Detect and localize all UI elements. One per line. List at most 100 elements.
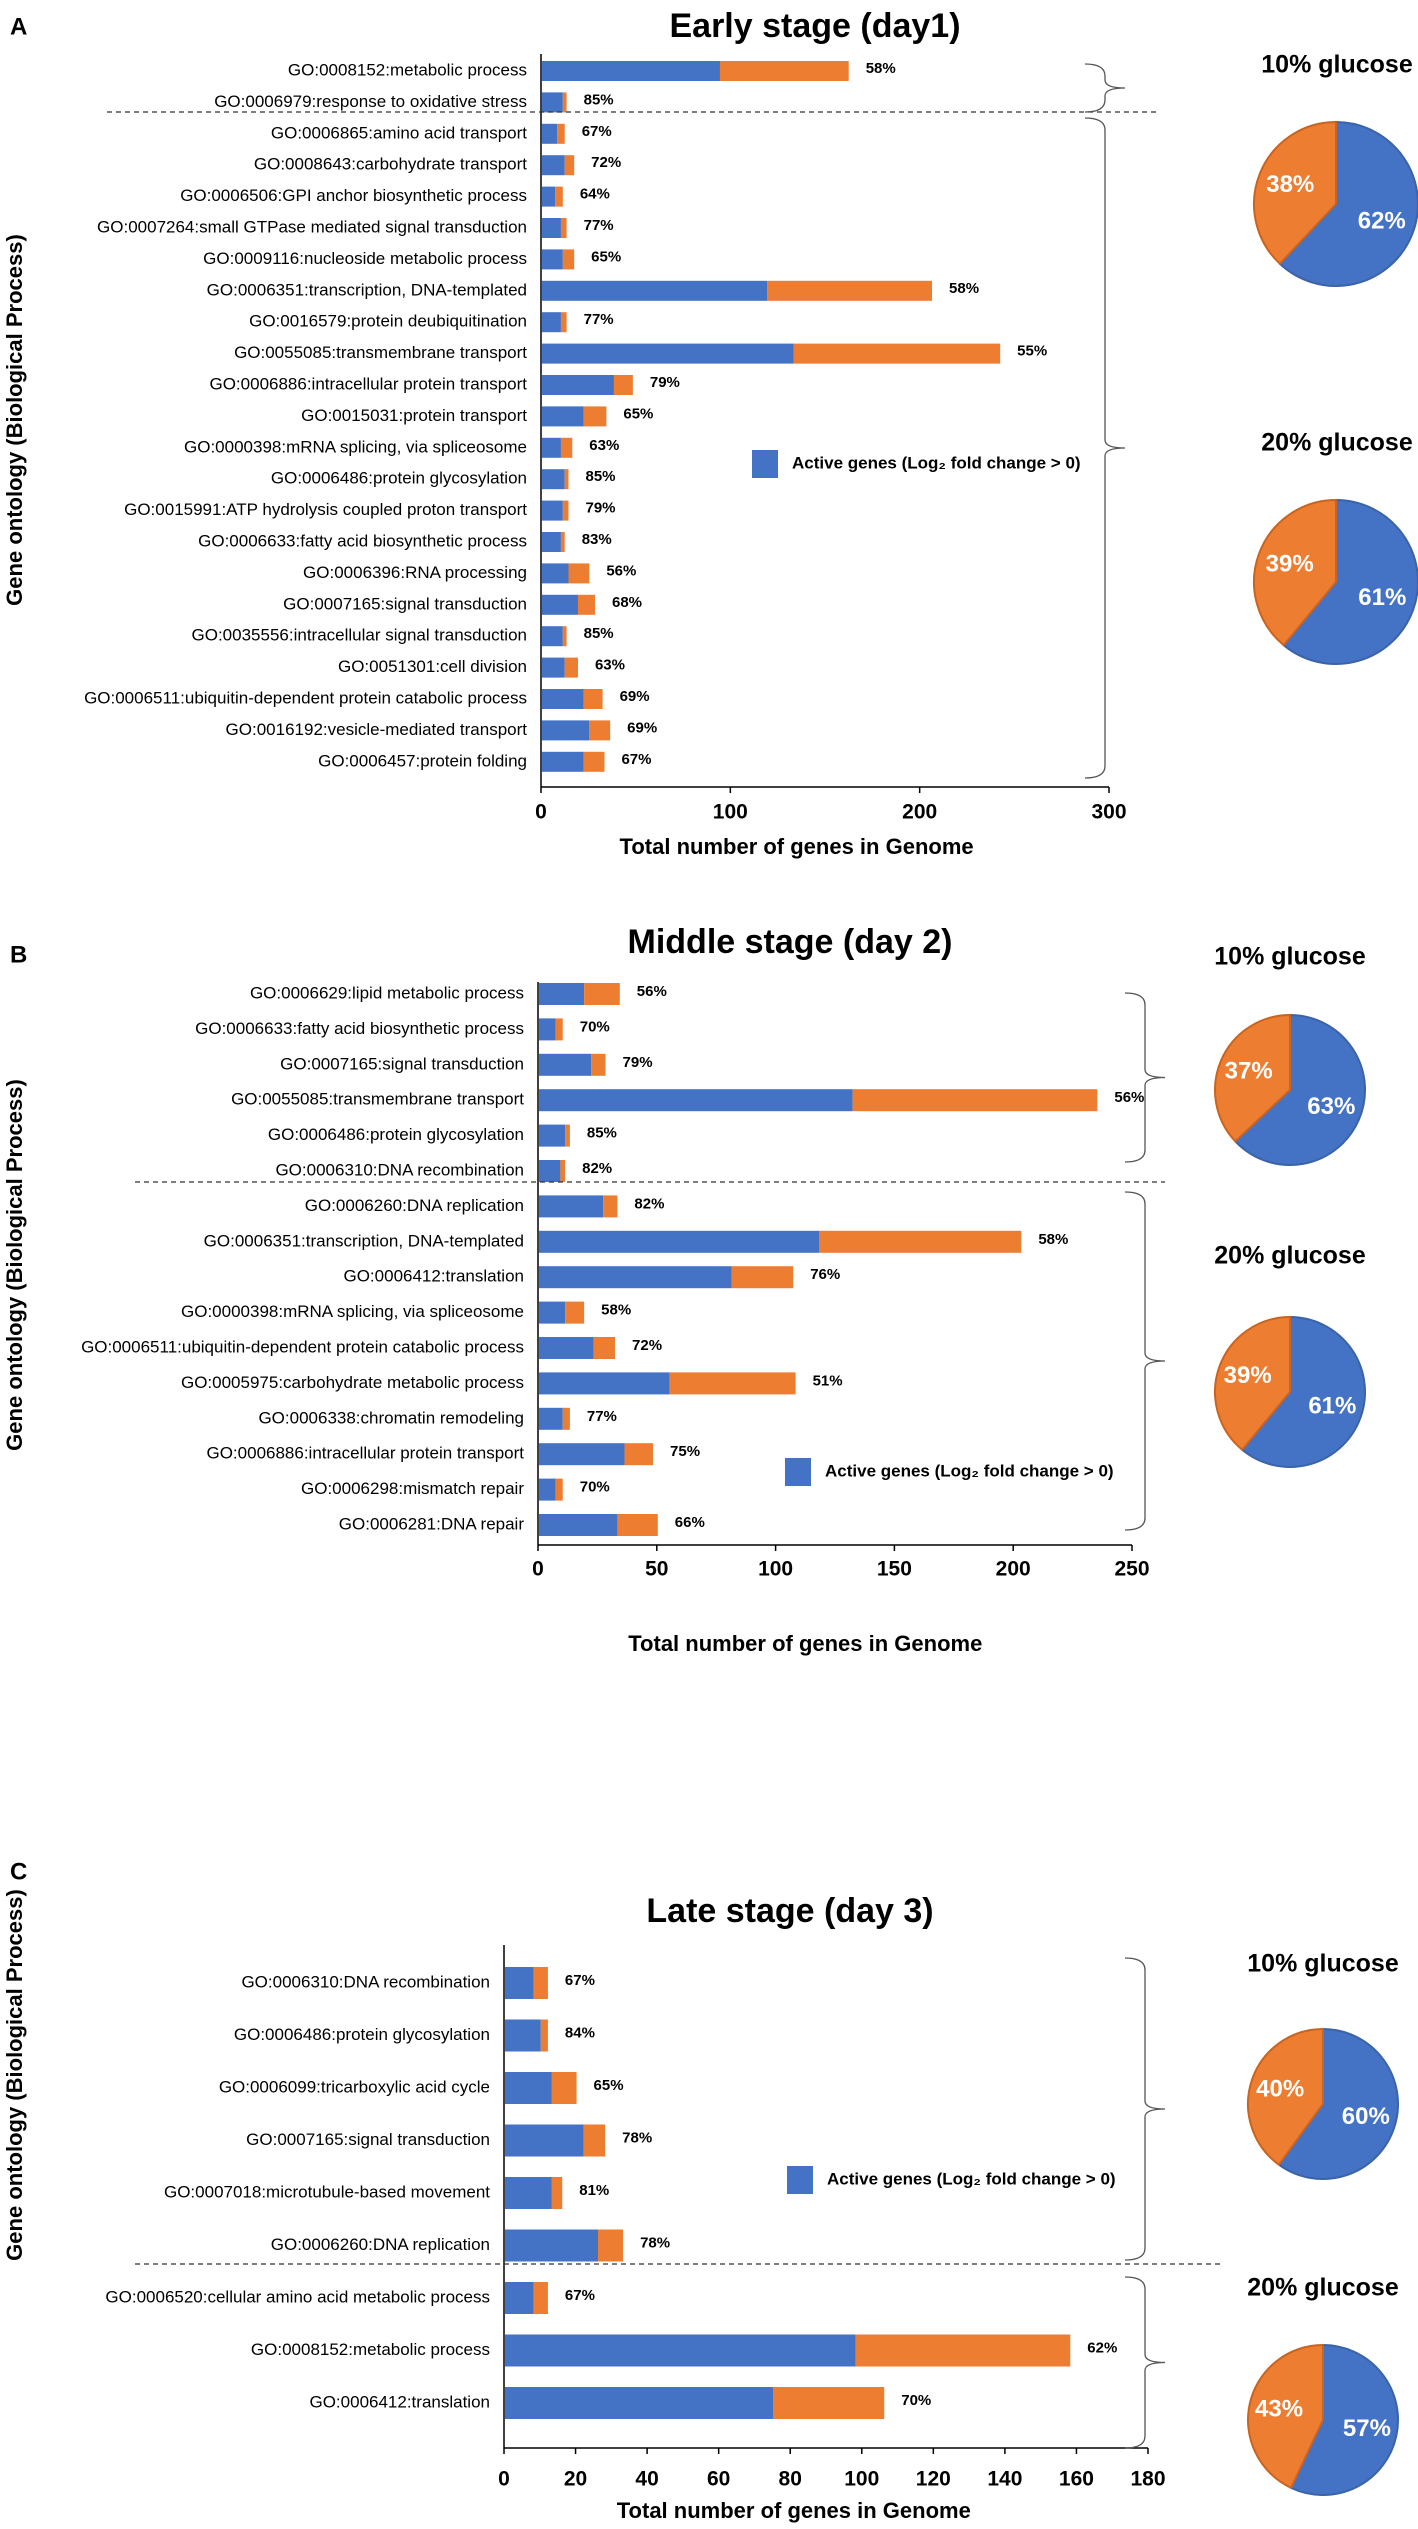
- bar-other-6: [562, 249, 575, 270]
- bar-other-6: [533, 2282, 548, 2314]
- x-tick-label: 100: [713, 801, 748, 824]
- bar-percent-label: 64%: [580, 186, 610, 203]
- legend-label: Active genes (Log₂ fold change > 0): [792, 453, 1081, 472]
- bar-active-19: [542, 657, 565, 678]
- bar-active-13: [542, 469, 565, 490]
- bar-other-11: [583, 406, 607, 427]
- pie-slice-active: [1278, 120, 1418, 287]
- chart-panel-b: B Middle stage (day 2) Gene ontology (Biol…: [2, 923, 1366, 1656]
- pie-title: 20% glucose: [1261, 429, 1413, 457]
- category-label: GO:0006457:protein folding: [318, 751, 527, 770]
- legend-label: Active genes (Log₂ fold change > 0): [825, 1461, 1114, 1480]
- chart-panel-c: C Late stage (day 3) Gene ontology (Biolog…: [2, 1858, 1399, 2523]
- legend-swatch-active: [752, 450, 778, 478]
- bar-percent-label: 83%: [582, 531, 612, 548]
- category-label: GO:0006310:DNA recombination: [275, 1160, 524, 1179]
- pie-label-active: 63%: [1307, 1093, 1355, 1120]
- bar-other-7: [819, 1230, 1022, 1253]
- bar-percent-label: 67%: [565, 1972, 595, 1989]
- bar-percent-label: 79%: [623, 1054, 653, 1071]
- bar-percent-label: 76%: [810, 1266, 840, 1283]
- bar-percent-label: 68%: [612, 594, 642, 611]
- bar-active-12: [539, 1407, 563, 1430]
- pie-slice-active: [1277, 2027, 1399, 2180]
- bar-other-7: [767, 280, 933, 301]
- bar-active-0: [542, 61, 720, 81]
- category-label: GO:0006310:DNA recombination: [241, 1972, 490, 1991]
- bar-percent-label: 58%: [949, 280, 979, 297]
- bar-other-8: [560, 312, 567, 333]
- chart-title: Middle stage (day 2): [628, 923, 953, 961]
- pie-label-active: 61%: [1358, 584, 1406, 611]
- bracket-1: [1124, 2276, 1166, 2449]
- bar-percent-label: 79%: [650, 374, 680, 391]
- x-axis-label: Total number of genes in Genome: [628, 1631, 982, 1656]
- bar-active-14: [539, 1478, 556, 1501]
- bar-percent-label: 70%: [580, 1479, 610, 1496]
- pie-label-other: 38%: [1266, 171, 1314, 198]
- bracket-1: [1124, 1191, 1166, 1531]
- bar-active-12: [542, 437, 561, 458]
- bar-percent-label: 85%: [587, 1125, 617, 1142]
- x-tick-label: 160: [1059, 2468, 1094, 2491]
- pie-slice-active: [1289, 2343, 1399, 2496]
- bar-other-19: [564, 657, 578, 678]
- bar-other-18: [562, 626, 567, 647]
- category-label: GO:0006351:transcription, DNA-templated: [207, 280, 527, 299]
- category-label: GO:0005975:carbohydrate metabolic proces…: [181, 1373, 524, 1392]
- bar-active-4: [505, 2177, 552, 2209]
- bar-percent-label: 72%: [632, 1337, 662, 1354]
- bar-active-9: [539, 1301, 566, 1324]
- bar-active-8: [542, 312, 561, 333]
- bar-other-21: [589, 720, 611, 741]
- y-axis-label: Gene ontology (Biological Process): [2, 234, 27, 606]
- panel-letter: C: [10, 1858, 27, 1885]
- bar-active-1: [539, 1018, 556, 1041]
- bar-other-4: [565, 1124, 570, 1147]
- bar-other-15: [560, 532, 565, 552]
- bar-percent-label: 67%: [582, 123, 612, 140]
- pie-title: 20% glucose: [1247, 2274, 1399, 2302]
- pie-label-other: 37%: [1225, 1057, 1273, 1084]
- category-label: GO:0006633:fatty acid biosynthetic proce…: [195, 1019, 524, 1038]
- bar-percent-label: 82%: [634, 1195, 664, 1212]
- bar-other-11: [669, 1372, 796, 1395]
- bar-percent-label: 56%: [1114, 1089, 1144, 1106]
- category-label: GO:0051301:cell division: [338, 657, 527, 676]
- bar-other-3: [852, 1089, 1098, 1112]
- category-label: GO:0006486:protein glycosylation: [234, 2025, 490, 2044]
- bar-active-4: [539, 1124, 566, 1147]
- x-tick-label: 80: [779, 2468, 802, 2491]
- bar-active-1: [505, 2019, 541, 2052]
- x-tick-label: 60: [707, 2468, 730, 2491]
- bar-other-5: [560, 1160, 566, 1182]
- category-label: GO:0006412:translation: [309, 2392, 490, 2411]
- bar-other-9: [793, 343, 1001, 364]
- bar-percent-label: 69%: [620, 688, 650, 705]
- bar-other-10: [613, 375, 633, 395]
- bar-other-0: [584, 983, 620, 1005]
- category-label: GO:0006865:amino acid transport: [271, 123, 527, 142]
- bar-other-20: [583, 689, 603, 709]
- bar-active-14: [542, 500, 563, 521]
- pie-slice-active: [1233, 1013, 1366, 1166]
- bar-percent-label: 72%: [591, 154, 621, 171]
- category-label: GO:0008643:carbohydrate transport: [254, 155, 527, 174]
- pie-label-active: 61%: [1308, 1393, 1356, 1420]
- category-label: GO:0006886:intracellular protein transpo…: [206, 1444, 524, 1463]
- x-tick-label: 200: [902, 801, 937, 824]
- bar-active-2: [539, 1053, 592, 1076]
- bar-percent-label: 75%: [670, 1443, 700, 1460]
- x-tick-label: 100: [758, 1558, 793, 1581]
- category-label: GO:0007165:signal transduction: [280, 1054, 524, 1073]
- bar-active-20: [542, 689, 584, 709]
- bracket-0: [1124, 1957, 1166, 2261]
- bar-percent-label: 63%: [595, 657, 625, 674]
- category-label: GO:0007264:small GTPase mediated signal …: [97, 217, 527, 236]
- pie-title: 10% glucose: [1247, 1950, 1399, 1978]
- bar-other-2: [591, 1053, 606, 1076]
- panel-letter: B: [10, 941, 27, 968]
- bar-other-8: [731, 1266, 794, 1289]
- category-label: GO:0007165:signal transduction: [283, 594, 527, 613]
- bar-active-1: [542, 92, 563, 113]
